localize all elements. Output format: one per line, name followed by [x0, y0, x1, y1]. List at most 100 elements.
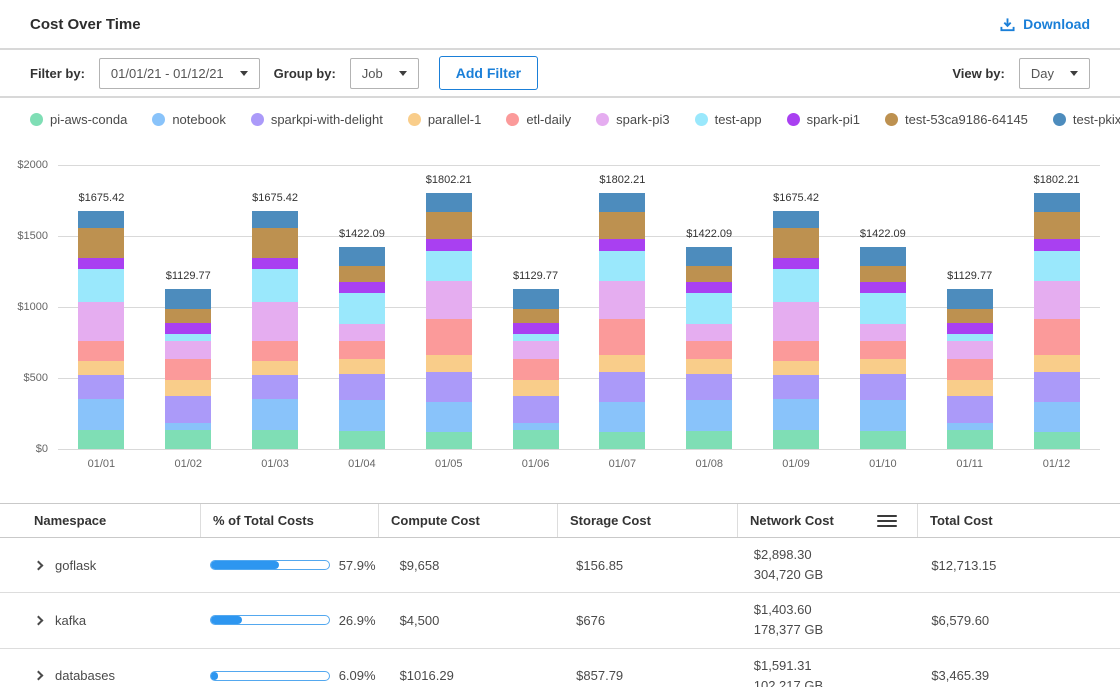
bar-segment-spark-pi1[interactable]	[425, 239, 472, 252]
bar-segment-test-53ca9186-64145[interactable]	[946, 309, 993, 324]
expand-namespace-button[interactable]: kafka	[30, 606, 198, 635]
bar-segment-spark-pi1[interactable]	[599, 239, 646, 252]
bar-segment-spark-pi3[interactable]	[773, 301, 820, 341]
bar-segment-pi-aws-conda[interactable]	[686, 431, 733, 449]
bar-segment-test-53ca9186-64145[interactable]	[78, 227, 125, 258]
bar-segment-test-pkix[interactable]	[78, 211, 125, 228]
bar-segment-spark-pi1[interactable]	[686, 281, 733, 293]
bar-segment-test-53ca9186-64145[interactable]	[686, 266, 733, 282]
bar-segment-spark-pi3[interactable]	[946, 341, 993, 359]
bar-segment-sparkpi-with-delight[interactable]	[425, 372, 472, 403]
bar-segment-test-app[interactable]	[425, 251, 472, 282]
legend-item-test-53ca9186-64145[interactable]: test-53ca9186-64145	[885, 112, 1028, 127]
bar-segment-etl-daily[interactable]	[165, 358, 212, 381]
add-filter-button[interactable]: Add Filter	[438, 56, 539, 90]
bar-segment-test-pkix[interactable]	[338, 247, 385, 267]
bar-segment-test-app[interactable]	[338, 293, 385, 324]
bar-segment-pi-aws-conda[interactable]	[512, 429, 559, 449]
bar-segment-sparkpi-with-delight[interactable]	[78, 375, 125, 400]
bar-segment-spark-pi3[interactable]	[338, 323, 385, 341]
bar-segment-etl-daily[interactable]	[773, 340, 820, 361]
stacked-bar-01/06[interactable]	[512, 288, 559, 449]
download-button[interactable]: Download	[1000, 16, 1090, 32]
bar-segment-test-53ca9186-64145[interactable]	[1033, 212, 1080, 240]
bar-segment-sparkpi-with-delight[interactable]	[946, 396, 993, 424]
bar-segment-notebook[interactable]	[686, 400, 733, 432]
bar-segment-spark-pi3[interactable]	[165, 341, 212, 359]
bar-segment-sparkpi-with-delight[interactable]	[512, 396, 559, 424]
bar-segment-etl-daily[interactable]	[252, 340, 299, 361]
bar-segment-test-app[interactable]	[859, 293, 906, 324]
bar-segment-spark-pi3[interactable]	[686, 323, 733, 341]
stacked-bar-01/12[interactable]	[1033, 193, 1080, 449]
bar-segment-etl-daily[interactable]	[599, 319, 646, 356]
bar-segment-spark-pi3[interactable]	[1033, 281, 1080, 320]
bar-segment-etl-daily[interactable]	[78, 340, 125, 361]
bar-segment-notebook[interactable]	[946, 423, 993, 430]
bar-segment-notebook[interactable]	[773, 399, 820, 431]
bar-segment-sparkpi-with-delight[interactable]	[599, 372, 646, 403]
bar-segment-parallel-1[interactable]	[165, 380, 212, 397]
bar-segment-spark-pi1[interactable]	[78, 257, 125, 270]
bar-segment-pi-aws-conda[interactable]	[338, 431, 385, 449]
bar-segment-test-pkix[interactable]	[425, 193, 472, 213]
bar-segment-pi-aws-conda[interactable]	[78, 430, 125, 449]
bar-segment-test-pkix[interactable]	[686, 247, 733, 267]
bar-segment-notebook[interactable]	[512, 423, 559, 430]
bar-segment-notebook[interactable]	[425, 402, 472, 432]
legend-item-spark-pi1[interactable]: spark-pi1	[786, 112, 860, 127]
stacked-bar-01/10[interactable]	[859, 247, 906, 449]
bar-segment-test-pkix[interactable]	[946, 288, 993, 310]
bar-segment-test-53ca9186-64145[interactable]	[773, 227, 820, 258]
bar-segment-test-53ca9186-64145[interactable]	[859, 266, 906, 282]
stacked-bar-01/03[interactable]	[252, 211, 299, 449]
bar-segment-pi-aws-conda[interactable]	[165, 429, 212, 449]
bar-segment-sparkpi-with-delight[interactable]	[252, 375, 299, 400]
bar-segment-pi-aws-conda[interactable]	[859, 431, 906, 449]
bar-segment-test-app[interactable]	[1033, 251, 1080, 282]
view-by-select[interactable]: Day	[1018, 57, 1090, 89]
bar-segment-test-53ca9186-64145[interactable]	[512, 309, 559, 324]
bar-segment-test-pkix[interactable]	[512, 288, 559, 310]
bar-segment-parallel-1[interactable]	[946, 380, 993, 397]
bar-segment-spark-pi1[interactable]	[946, 323, 993, 334]
stacked-bar-01/05[interactable]	[425, 193, 472, 449]
bar-segment-test-pkix[interactable]	[599, 193, 646, 213]
expand-namespace-button[interactable]: databases	[30, 661, 198, 687]
bar-segment-test-app[interactable]	[686, 293, 733, 324]
bar-segment-spark-pi1[interactable]	[165, 323, 212, 334]
bar-segment-test-app[interactable]	[773, 269, 820, 302]
bar-segment-spark-pi1[interactable]	[512, 323, 559, 334]
bar-segment-test-app[interactable]	[512, 333, 559, 342]
bar-segment-parallel-1[interactable]	[599, 355, 646, 373]
bar-segment-sparkpi-with-delight[interactable]	[1033, 372, 1080, 403]
bar-segment-pi-aws-conda[interactable]	[773, 430, 820, 449]
bar-segment-spark-pi3[interactable]	[78, 301, 125, 341]
legend-item-parallel-1[interactable]: parallel-1	[407, 112, 481, 127]
bar-segment-sparkpi-with-delight[interactable]	[773, 375, 820, 400]
bar-segment-spark-pi1[interactable]	[252, 257, 299, 270]
bar-segment-pi-aws-conda[interactable]	[252, 430, 299, 449]
bar-segment-spark-pi1[interactable]	[1033, 239, 1080, 252]
bar-segment-etl-daily[interactable]	[946, 358, 993, 381]
bar-segment-test-53ca9186-64145[interactable]	[338, 266, 385, 282]
column-menu-icon[interactable]	[877, 514, 897, 527]
bar-segment-parallel-1[interactable]	[338, 359, 385, 374]
bar-segment-parallel-1[interactable]	[1033, 355, 1080, 373]
bar-segment-spark-pi1[interactable]	[773, 257, 820, 270]
bar-segment-notebook[interactable]	[859, 400, 906, 432]
bar-segment-test-app[interactable]	[165, 333, 212, 342]
bar-segment-spark-pi3[interactable]	[599, 281, 646, 320]
bar-segment-etl-daily[interactable]	[859, 340, 906, 360]
bar-segment-spark-pi3[interactable]	[859, 323, 906, 341]
bar-segment-parallel-1[interactable]	[686, 359, 733, 374]
legend-item-test-pkix[interactable]: test-pkix	[1052, 112, 1120, 127]
bar-segment-test-pkix[interactable]	[1033, 193, 1080, 213]
bar-segment-test-app[interactable]	[599, 251, 646, 282]
bar-segment-sparkpi-with-delight[interactable]	[338, 373, 385, 401]
bar-segment-spark-pi3[interactable]	[252, 301, 299, 341]
legend-item-etl-daily[interactable]: etl-daily	[506, 112, 571, 127]
bar-segment-etl-daily[interactable]	[1033, 319, 1080, 356]
bar-segment-sparkpi-with-delight[interactable]	[165, 396, 212, 424]
bar-segment-notebook[interactable]	[599, 402, 646, 432]
